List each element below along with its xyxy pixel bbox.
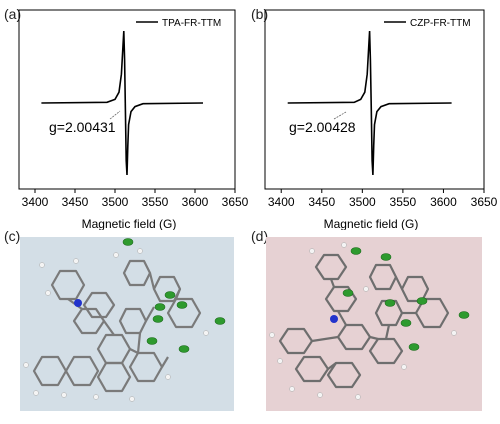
series-line-tpa-fr-ttm [41, 30, 204, 176]
x-tick-label: 3500 [349, 195, 376, 209]
x-tick-label: 3550 [142, 195, 169, 209]
legend-label-a: TPA-FR-TTM [162, 18, 221, 29]
x-axis-label-b: Magnetic field (G) [324, 217, 419, 230]
crystal-structure-d [266, 237, 482, 411]
plot-frame-a [18, 9, 236, 190]
x-tick-label: 3600 [182, 195, 209, 209]
x-tick-label: 3400 [268, 195, 295, 209]
g-pointer-b [333, 111, 347, 120]
g-value-b: g=2.00428 [289, 119, 356, 135]
x-tick-label: 3400 [22, 195, 49, 209]
x-tick-label: 3650 [222, 195, 249, 209]
x-tick-label: 3650 [471, 195, 498, 209]
g-pointer-a [109, 110, 121, 120]
panel-label-b: (b) [251, 6, 269, 22]
x-tick-label: 3450 [62, 195, 89, 209]
g-value-a: g=2.00431 [49, 119, 116, 135]
epr-chart-b: 3400 3450 3500 3550 3600 3650 CZP-FR-TTM g=2.… [264, 9, 498, 230]
molecule-drawing-d [269, 242, 470, 400]
x-tick-label: 3450 [308, 195, 335, 209]
molecule-drawing-c [23, 238, 226, 402]
epr-chart-a: 3400 3450 3500 3550 3600 3650 TPA-FR-TTM g=2.… [18, 9, 249, 230]
x-axis-label-a: Magnetic field (G) [82, 217, 177, 230]
crystal-structure-c [20, 237, 234, 411]
plot-frame-b [264, 9, 485, 190]
x-tick-label: 3600 [430, 195, 457, 209]
series-line-czp-fr-ttm [287, 30, 452, 176]
panel-label-d: (d) [251, 228, 269, 244]
panel-label-a: (a) [4, 6, 22, 22]
panel-label-c: (c) [4, 228, 21, 244]
legend-label-b: CZP-FR-TTM [410, 18, 471, 29]
x-tick-label: 3500 [102, 195, 129, 209]
x-tick-label: 3550 [390, 195, 417, 209]
